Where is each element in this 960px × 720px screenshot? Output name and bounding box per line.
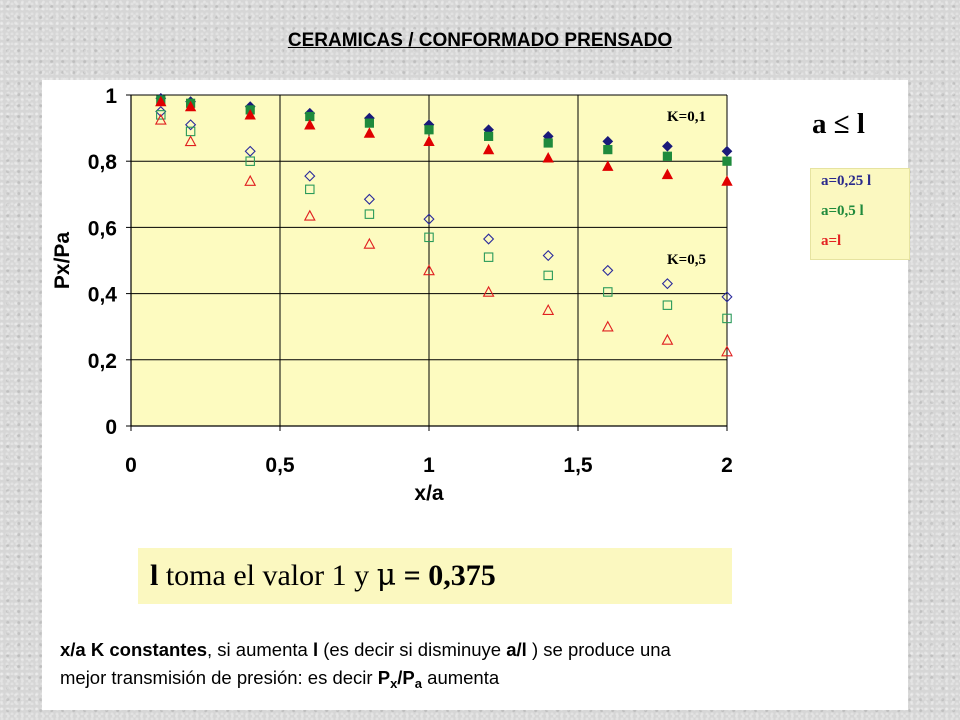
conclusion-text-1: , si aumenta bbox=[207, 639, 313, 660]
data-point bbox=[305, 184, 315, 195]
conclusion-bold-3: a/l bbox=[506, 639, 527, 660]
legend-item-a025: a=0,25 l bbox=[821, 173, 872, 189]
data-point bbox=[603, 145, 613, 155]
conclusion-text-3: ) se produce una bbox=[526, 639, 671, 660]
conclusion-bold-2: l bbox=[312, 639, 319, 660]
slide-title: CERAMICAS / CONFORMADO PRENSADO bbox=[287, 30, 673, 51]
conclusion-bold-1: x/a K constantes bbox=[60, 639, 208, 660]
y-tick-label: 1 bbox=[105, 85, 117, 108]
data-point bbox=[155, 105, 167, 118]
data-point bbox=[722, 313, 732, 324]
data-point bbox=[662, 151, 673, 161]
data-point bbox=[303, 209, 316, 221]
legend-item-a1: a=l bbox=[821, 233, 842, 249]
data-point bbox=[423, 213, 435, 225]
inequality-label: a ≤ l bbox=[812, 108, 865, 140]
data-point bbox=[543, 138, 553, 148]
data-point bbox=[542, 303, 555, 315]
x-tick-label: 2 bbox=[721, 454, 733, 477]
data-point bbox=[363, 127, 376, 138]
legend-item-a05: a=0,5 l bbox=[821, 203, 864, 219]
data-point bbox=[722, 156, 732, 166]
data-point bbox=[602, 160, 614, 171]
data-point bbox=[661, 278, 673, 290]
data-point bbox=[364, 209, 375, 219]
data-point bbox=[154, 113, 167, 125]
data-point bbox=[542, 152, 554, 163]
data-point bbox=[424, 232, 434, 243]
x-tick-label: 0,5 bbox=[265, 454, 295, 477]
data-point bbox=[721, 345, 733, 357]
data-point bbox=[543, 270, 553, 281]
conclusion-P: P bbox=[377, 667, 391, 688]
data-point bbox=[483, 252, 494, 262]
data-point bbox=[482, 285, 495, 297]
data-point bbox=[483, 131, 494, 141]
data-point bbox=[423, 264, 435, 276]
data-point bbox=[423, 135, 435, 146]
conclusion-text-5: aumenta bbox=[422, 667, 500, 688]
data-point bbox=[542, 249, 554, 262]
x-tick-label: 0 bbox=[125, 454, 137, 477]
conclusion-sub-a: a bbox=[414, 676, 423, 691]
x-tick-label: 1,5 bbox=[563, 454, 593, 477]
scatter-chart: 0 0,2 0,4 0,6 0,8 1 0 0,5 1 1,5 2 x/a Px/Pa K=0,1 K=0,… bbox=[51, 85, 733, 505]
data-point bbox=[245, 156, 255, 166]
data-point bbox=[601, 320, 614, 332]
data-point bbox=[156, 110, 166, 120]
conclusion-slash-P: /P bbox=[397, 667, 415, 688]
data-point bbox=[244, 145, 256, 157]
data-point bbox=[184, 135, 197, 147]
data-point bbox=[602, 264, 614, 277]
y-tick-label: 0,6 bbox=[88, 217, 117, 240]
data-point bbox=[364, 118, 375, 128]
data-point bbox=[603, 287, 613, 297]
data-point bbox=[721, 175, 733, 186]
y-axis-title: Px/Pa bbox=[51, 232, 74, 290]
data-point bbox=[662, 300, 673, 310]
l-symbol: l bbox=[150, 559, 159, 592]
conclusion-text: x/a K constantes, si aumenta l (es decir… bbox=[60, 636, 880, 698]
annotation-k05: K=0,5 bbox=[667, 252, 706, 268]
x-tick-label: 1 bbox=[423, 454, 435, 477]
data-point bbox=[155, 95, 167, 107]
parameter-box: l toma el valor 1 y μ = 0,375 bbox=[138, 548, 732, 604]
info-text: toma el valor 1 y bbox=[158, 559, 377, 592]
data-point bbox=[721, 145, 733, 157]
data-point bbox=[304, 118, 316, 130]
data-point bbox=[661, 168, 674, 180]
data-point bbox=[483, 233, 495, 245]
data-point bbox=[363, 237, 376, 249]
data-point bbox=[185, 119, 197, 131]
data-point bbox=[424, 125, 434, 135]
mu-value: = 0,375 bbox=[396, 559, 496, 592]
y-tick-label: 0,8 bbox=[88, 151, 118, 174]
data-point bbox=[244, 174, 257, 186]
mu-symbol: μ bbox=[376, 558, 397, 593]
conclusion-text-4: mejor transmisión de presión: es decir bbox=[60, 667, 378, 688]
data-point bbox=[363, 193, 375, 205]
data-point bbox=[304, 170, 316, 182]
y-tick-label: 0,4 bbox=[88, 284, 118, 307]
legend: a=0,25 l a=0,5 l a=l bbox=[810, 168, 910, 260]
annotation-k01: K=0,1 bbox=[667, 109, 706, 125]
conclusion-sub-x: x bbox=[390, 676, 398, 691]
data-point bbox=[482, 143, 495, 155]
conclusion-text-2: (es decir si disminuye bbox=[318, 639, 507, 660]
y-tick-label: 0,2 bbox=[88, 350, 117, 373]
data-point bbox=[721, 291, 733, 303]
x-axis-title: x/a bbox=[414, 482, 444, 505]
data-point bbox=[184, 100, 197, 112]
data-point bbox=[661, 333, 674, 345]
y-tick-label: 0 bbox=[105, 416, 117, 439]
data-point bbox=[662, 140, 673, 152]
data-point bbox=[244, 109, 256, 120]
